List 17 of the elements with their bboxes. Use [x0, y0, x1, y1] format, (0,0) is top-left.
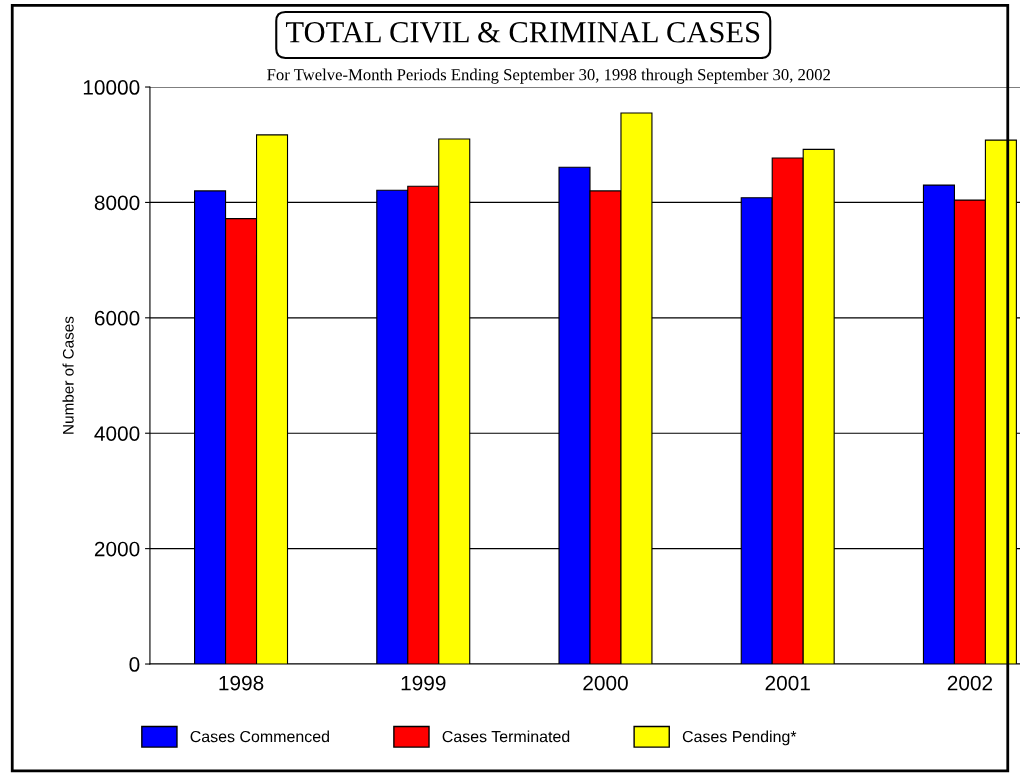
- y-tick-label: 0: [129, 657, 140, 672]
- legend-label: Cases Terminated: [442, 730, 570, 743]
- legend-label: Cases Commenced: [190, 730, 329, 743]
- x-tick-label: 1999: [401, 675, 446, 691]
- x-tick-label: 2001: [765, 675, 810, 691]
- chart-title: TOTAL CIVIL & CRIMINAL CASES: [285, 21, 760, 43]
- x-tick-label: 1998: [219, 675, 264, 691]
- y-tick-label: 6000: [94, 310, 140, 326]
- y-tick-label: 8000: [94, 195, 140, 211]
- y-tick-label: 10000: [83, 80, 140, 95]
- chart-subtitle: For Twelve-Month Periods Ending September 30, 1998 through September 30, 2002: [267, 68, 830, 84]
- y-tick-label: 2000: [94, 541, 140, 557]
- y-tick-label: 4000: [94, 426, 140, 441]
- y-axis-title: Number of Cases: [62, 316, 74, 434]
- legend-label: Cases Pending*: [682, 730, 797, 746]
- x-tick-label: 2002: [947, 675, 993, 691]
- x-tick-label: 2000: [583, 675, 628, 691]
